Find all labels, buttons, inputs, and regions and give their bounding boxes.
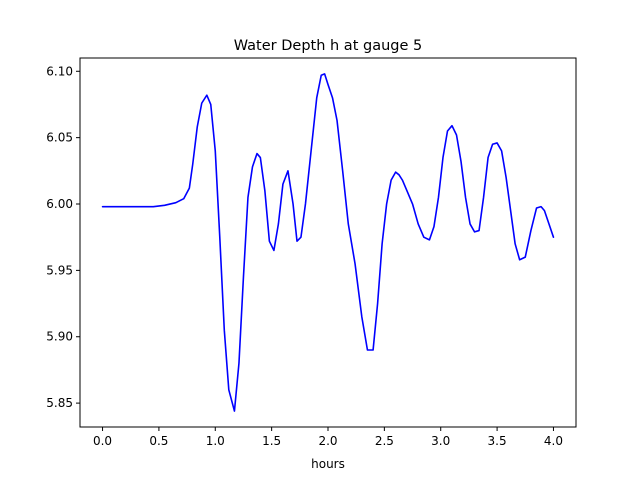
x-tick-label: 2.5 — [375, 434, 394, 448]
x-tick-label: 4.0 — [544, 434, 563, 448]
chart-title: Water Depth h at gauge 5 — [234, 38, 422, 54]
x-tick-label: 3.0 — [431, 434, 450, 448]
plot-frame — [79, 57, 577, 428]
y-tick-label: 5.85 — [46, 396, 73, 410]
x-axis-label: hours — [311, 457, 345, 471]
plot-area — [101, 73, 555, 412]
y-axis: 5.85 5.90 5.95 6.00 6.05 6.10 — [46, 64, 80, 410]
series-line-h — [101, 73, 555, 412]
x-tick-label: 0.5 — [149, 434, 168, 448]
x-tick-label: 1.0 — [206, 434, 225, 448]
x-tick-label: 3.5 — [488, 434, 507, 448]
y-tick-label: 6.10 — [46, 64, 73, 78]
y-tick-label: 5.90 — [46, 330, 73, 344]
x-tick-label: 1.5 — [262, 434, 281, 448]
x-tick-label: 0.0 — [93, 434, 112, 448]
x-tick-label: 2.0 — [318, 434, 337, 448]
y-tick-label: 6.00 — [46, 197, 73, 211]
y-tick-label: 6.05 — [46, 131, 73, 145]
x-axis: 0.0 0.5 1.0 1.5 2.0 2.5 3.0 3.5 4.0 — [93, 427, 563, 448]
y-tick-label: 5.95 — [46, 263, 73, 277]
